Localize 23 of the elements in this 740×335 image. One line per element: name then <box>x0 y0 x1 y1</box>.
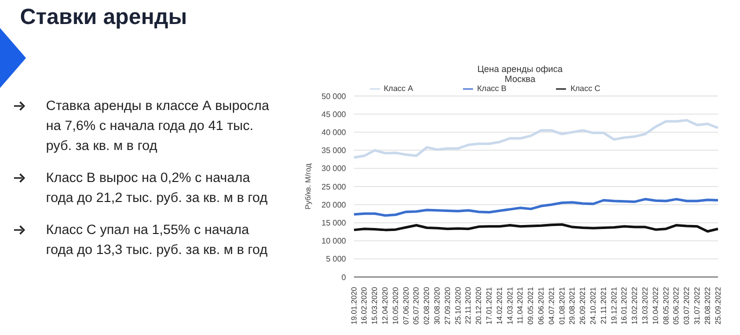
y-tick-label: 40 000 <box>322 128 347 138</box>
y-tick-label: 5 000 <box>326 254 347 264</box>
text: Ставка аренды в классе А выросла на 7,6% с начала года до 41 тыс. руб. за кв. м в год <box>46 97 270 155</box>
text: Класс С упал на 1,55% с начала года до 13,3 тыс. руб. за кв. м в год <box>46 221 268 259</box>
legend-label: Класс А <box>384 84 414 94</box>
y-tick-label: 0 <box>342 272 347 282</box>
line-series <box>352 223 720 233</box>
legend-label: Класс С <box>570 84 600 94</box>
y-tick-label: 15 000 <box>322 218 347 228</box>
chart-subtitle: Москва <box>504 74 536 84</box>
y-tick-label: 30 000 <box>322 164 347 174</box>
text: Класс В вырос на 0,2% с начала года до 21,2 тыс. руб. за кв. м в год <box>46 169 268 207</box>
line-series <box>352 198 720 217</box>
y-tick-label: 45 000 <box>322 110 347 119</box>
y-tick-label: 20 000 <box>322 200 347 210</box>
line-series <box>352 119 720 159</box>
text: Ставки аренды <box>20 4 188 30</box>
y-tick-label: 10 000 <box>322 236 347 246</box>
y-tick-label: 35 000 <box>322 146 347 156</box>
y-tick-label: 25 000 <box>322 182 347 192</box>
y-tick-label: 50 000 <box>322 92 347 101</box>
chart-title: Цена аренды офиса <box>476 64 564 74</box>
legend-label: Класс В <box>477 84 506 94</box>
